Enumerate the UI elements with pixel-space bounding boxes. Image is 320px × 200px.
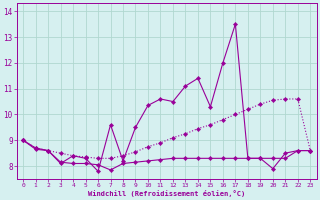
X-axis label: Windchill (Refroidissement éolien,°C): Windchill (Refroidissement éolien,°C) [88, 190, 245, 197]
